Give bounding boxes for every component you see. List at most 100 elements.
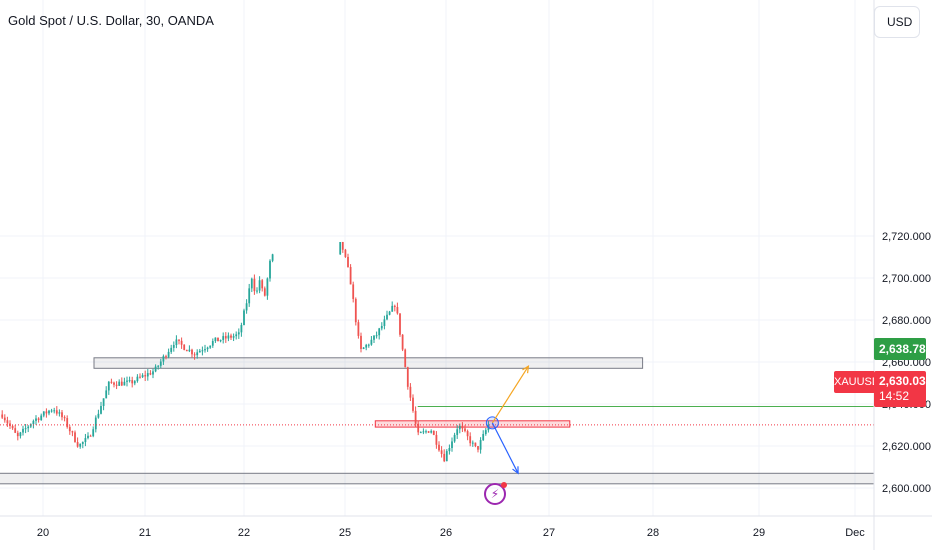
- candle-body: [477, 446, 479, 450]
- candle-body: [451, 441, 453, 448]
- candle-body: [131, 380, 134, 384]
- candle-body: [388, 311, 391, 315]
- candle-body: [92, 429, 95, 437]
- candle-body: [235, 334, 238, 337]
- chart-grid: [0, 0, 874, 516]
- candle-body: [175, 339, 178, 346]
- candle-body: [107, 381, 110, 391]
- candle-body: [237, 332, 240, 335]
- candle-body: [469, 436, 472, 444]
- candle-body: [432, 430, 435, 435]
- time-tick-label: 29: [753, 527, 765, 539]
- candle-body: [188, 349, 191, 352]
- candle-body: [256, 290, 258, 292]
- candle-body: [76, 442, 79, 447]
- candle-body: [170, 347, 173, 352]
- candle-body: [269, 260, 271, 279]
- candle-body: [271, 254, 274, 261]
- candle-body: [214, 337, 217, 342]
- candle-body: [133, 381, 136, 384]
- price-tick-label: 2,660.000: [882, 357, 931, 369]
- candle-body: [19, 432, 22, 437]
- candle-body: [471, 442, 474, 444]
- candle-body: [87, 435, 89, 439]
- candle-body: [61, 412, 63, 418]
- candle-body: [152, 371, 154, 375]
- time-tick-label: 28: [647, 527, 659, 539]
- candle-body: [94, 417, 97, 430]
- candle-body: [128, 380, 131, 382]
- candle-body: [352, 284, 355, 299]
- time-axis[interactable]: 20 21 22 25 26 27 28 29 Dec: [0, 515, 932, 539]
- price-tick-label: 2,600.000: [882, 483, 931, 495]
- candle-body: [141, 375, 144, 378]
- candle-body: [50, 410, 53, 412]
- candle-body: [396, 307, 399, 314]
- candle-body: [401, 334, 404, 350]
- candle-body: [81, 442, 84, 444]
- candle-body: [71, 431, 74, 433]
- candle-body: [6, 420, 9, 424]
- candle-body: [178, 339, 180, 341]
- candle-body: [461, 425, 464, 429]
- candle-body: [97, 413, 100, 418]
- candle-body: [391, 305, 394, 312]
- candle-body: [204, 349, 206, 351]
- candle-body: [167, 351, 170, 357]
- price-tick-label: 2,620.000: [882, 441, 931, 453]
- time-tick-label: 21: [139, 527, 151, 539]
- candle-body: [258, 280, 261, 291]
- candle-body: [162, 356, 165, 362]
- candle-body: [349, 266, 352, 285]
- candle-body: [209, 345, 212, 348]
- candle-body: [149, 373, 152, 375]
- candle-body: [185, 349, 188, 352]
- candle-body: [32, 420, 35, 425]
- candle-body: [222, 336, 225, 340]
- candle-body: [362, 347, 365, 349]
- candle-body: [126, 380, 128, 382]
- candle-body: [110, 381, 113, 383]
- currency-button[interactable]: USD: [874, 6, 920, 38]
- symbol-tag[interactable]: XAUUSD: [834, 371, 880, 393]
- candle-body: [68, 427, 71, 432]
- candle-body: [123, 381, 126, 386]
- candle-body: [16, 432, 19, 437]
- candle-body: [466, 431, 469, 437]
- candle-body: [144, 375, 147, 377]
- candle-body: [438, 444, 440, 451]
- time-tick-label: 22: [238, 527, 250, 539]
- bar-countdown: 14:52: [879, 389, 910, 403]
- candle-body: [253, 278, 256, 292]
- candle-body: [365, 344, 368, 348]
- lightning-icon[interactable]: ⚡: [484, 482, 507, 505]
- candle-body: [427, 431, 430, 433]
- candle-body: [157, 365, 160, 367]
- time-tick-label: 20: [37, 527, 49, 539]
- candle-body: [354, 298, 357, 323]
- candle-body: [211, 341, 214, 346]
- candle-body: [146, 373, 149, 377]
- price-axis[interactable]: 2,600.0002,620.0002,640.0002,660.0002,68…: [873, 0, 931, 550]
- candle-body: [201, 350, 204, 352]
- candle-body: [370, 339, 373, 345]
- candle-body: [240, 325, 243, 333]
- candle-body: [375, 335, 378, 337]
- candle-body: [380, 325, 383, 329]
- candle-body: [479, 440, 482, 450]
- candle-body: [115, 384, 118, 386]
- current-price: 2,630.030: [879, 374, 932, 388]
- drawing-layer: [485, 365, 530, 475]
- candle-body: [1, 414, 4, 418]
- candle-body: [261, 280, 264, 289]
- candle-body: [378, 328, 381, 336]
- candle-body: [66, 418, 69, 428]
- candle-body: [360, 335, 362, 349]
- candle-body: [373, 335, 375, 340]
- candle-body: [45, 411, 48, 414]
- candle-body: [417, 423, 420, 433]
- trend-arrow: [491, 422, 519, 474]
- candle-body: [183, 344, 186, 350]
- candle-body: [263, 288, 266, 296]
